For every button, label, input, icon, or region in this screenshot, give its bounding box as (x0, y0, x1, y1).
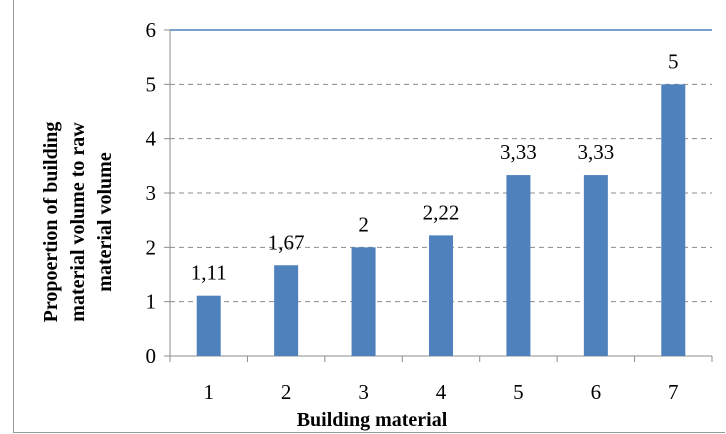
y-tick-label: 1 (146, 290, 157, 314)
x-tick-label: 2 (281, 380, 292, 404)
y-tick-label: 0 (146, 344, 157, 368)
x-tick-label: 7 (668, 380, 679, 404)
x-axis-title: Building material (297, 409, 448, 431)
x-tick-label: 6 (591, 380, 602, 404)
bar (583, 175, 608, 356)
y-axis-title-line-3: material volume (94, 152, 116, 292)
bar (196, 295, 221, 356)
x-tick-label: 4 (436, 380, 447, 404)
bar (351, 247, 376, 356)
bar (506, 175, 531, 356)
x-tick-label: 5 (513, 380, 524, 404)
data-label: 3,33 (577, 140, 614, 164)
data-label: 3,33 (500, 140, 537, 164)
bar (661, 84, 686, 356)
y-axis-title: Propoertion of building material volume … (40, 122, 116, 323)
x-tick-label: 3 (358, 380, 369, 404)
y-axis-title-line-2: material volume to raw (67, 122, 89, 322)
bars (196, 84, 686, 356)
data-label: 5 (668, 49, 679, 73)
data-label: 2 (358, 212, 369, 236)
data-label: 2,22 (423, 200, 460, 224)
x-tick-label: 1 (203, 380, 214, 404)
data-labels: 1,11 1,67 2 2,22 3,33 3,33 5 (191, 49, 679, 284)
y-tick-label: 6 (146, 18, 157, 42)
y-tick-label: 4 (146, 127, 157, 151)
y-axis-title-line-1: Propoertion of building (40, 122, 62, 323)
axis-ticks: 0 1 2 3 4 5 6 1 2 3 4 5 6 7 (146, 18, 713, 404)
data-label: 1,67 (268, 230, 305, 254)
y-tick-label: 2 (146, 235, 157, 259)
bar (429, 235, 453, 356)
data-label: 1,11 (191, 261, 227, 285)
y-tick-label: 3 (146, 181, 157, 205)
y-tick-label: 5 (146, 72, 157, 96)
bar (274, 265, 299, 356)
